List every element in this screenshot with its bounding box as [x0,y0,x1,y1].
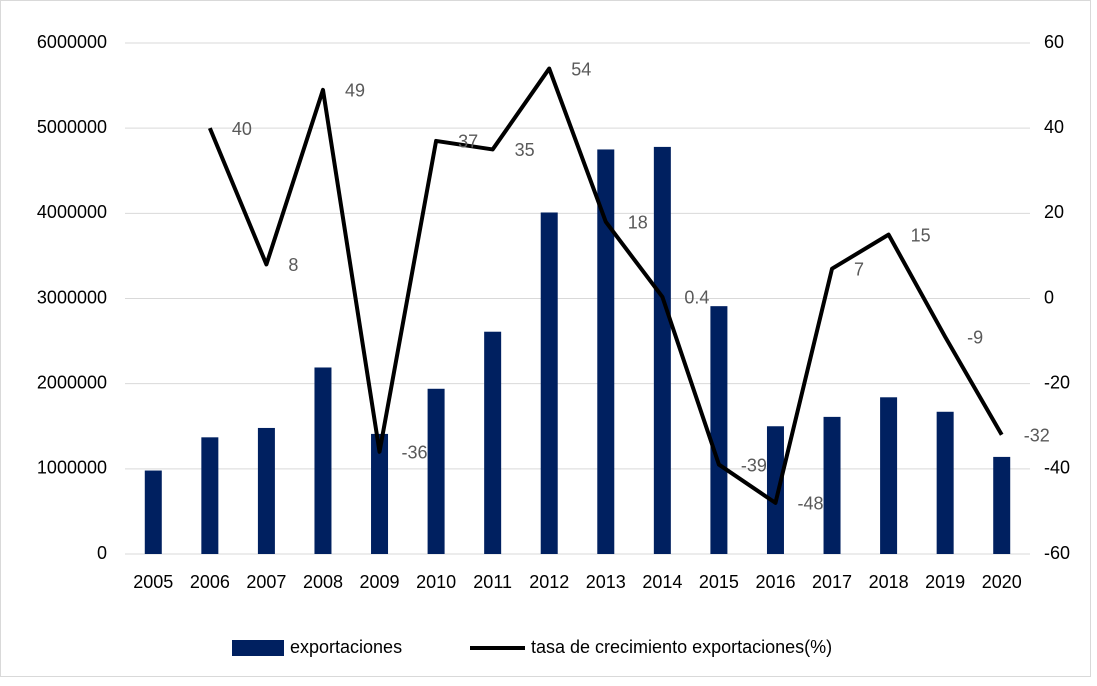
data-label: 37 [458,132,478,152]
bar [766,426,784,554]
x-tick-label: 2015 [699,572,739,592]
x-tick-label: 2019 [925,572,965,592]
y-tick-label: 0 [97,543,107,563]
x-tick-label: 2013 [586,572,626,592]
x-tick-label: 2009 [360,572,400,592]
legend-swatch [232,640,284,656]
x-tick-label: 2011 [473,572,512,592]
x-tick-label: 2018 [869,572,909,592]
bar [597,149,615,555]
data-label: -32 [1024,426,1050,446]
x-tick-label: 2010 [416,572,456,592]
y2-tick-label: -60 [1044,543,1070,563]
x-tick-label: 2008 [303,572,343,592]
bar [144,470,162,554]
y2-tick-label: 20 [1044,202,1064,222]
bar [540,212,558,554]
x-tick-label: 2006 [190,572,230,592]
data-label: 0.4 [684,288,709,308]
y-tick-label: 3000000 [37,287,107,307]
data-label: 49 [345,81,365,101]
y2-tick-label: 40 [1044,117,1064,137]
x-tick-label: 2007 [246,572,286,592]
y-tick-label: 5000000 [37,117,107,137]
data-label: 18 [628,213,648,233]
x-tick-label: 2017 [812,572,852,592]
bar [201,437,219,554]
y-tick-label: 1000000 [37,458,107,478]
y-tick-label: 2000000 [37,372,107,392]
data-label: 35 [515,140,535,160]
x-tick-label: 2020 [982,572,1022,592]
x-tick-label: 2014 [642,572,682,592]
legend-label: exportaciones [290,637,402,657]
y2-tick-label: -20 [1044,372,1070,392]
bar [257,427,275,554]
bar [484,331,502,554]
y2-tick-label: 60 [1044,32,1064,52]
bar [653,146,671,555]
data-label: 54 [571,59,591,79]
bar [710,306,728,554]
x-tick-label: 2005 [133,572,173,592]
data-label: -36 [402,443,428,463]
x-tick-label: 2012 [529,572,569,592]
legend-label: tasa de crecimiento exportaciones(%) [531,637,832,657]
data-label: 15 [911,225,931,245]
y-tick-label: 6000000 [37,32,107,52]
bar [880,397,898,554]
bar [427,388,445,554]
x-tick-label: 2016 [755,572,795,592]
y2-tick-label: -40 [1044,458,1070,478]
data-label: -9 [967,328,983,348]
bar [936,411,954,554]
line [207,66,1004,505]
data-label: -48 [797,494,823,514]
data-label: 7 [854,259,864,279]
bar [314,367,332,554]
data-label: -39 [741,455,767,475]
bar [823,416,841,554]
y-tick-label: 4000000 [37,202,107,222]
bar [993,456,1011,554]
bar [371,433,389,554]
data-label: 40 [232,119,252,139]
y2-tick-label: 0 [1044,287,1054,307]
data-label: 8 [288,255,298,275]
